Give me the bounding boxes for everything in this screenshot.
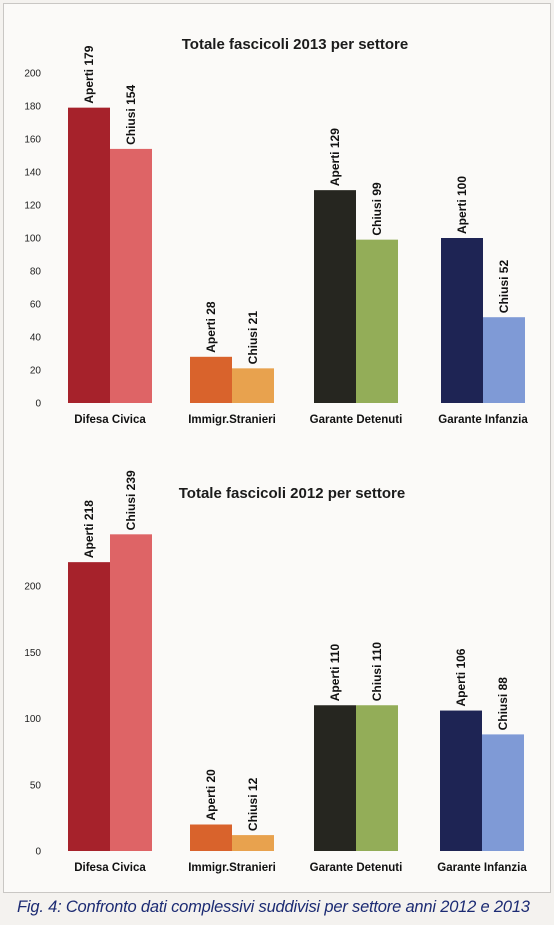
chart-2013: Totale fascicoli 2013 per settore 0 20 40 6…	[24, 36, 528, 426]
bar-aperti	[68, 562, 110, 851]
data-label: Aperti 100	[455, 176, 469, 234]
y-tick-label: 120	[24, 201, 41, 212]
chart-2012: Totale fascicoli 2012 per settore 0 50 100…	[24, 470, 527, 874]
data-label: Chiusi 21	[246, 311, 260, 365]
data-label: Aperti 110	[328, 644, 342, 702]
data-label: Chiusi 52	[497, 260, 511, 314]
bar-aperti	[440, 710, 482, 851]
y-axis-ticks: 0 50 100 150 200	[24, 582, 41, 858]
y-tick-label: 20	[30, 366, 42, 377]
data-label: Chiusi 239	[124, 470, 138, 530]
bars	[68, 107, 525, 404]
category-label: Garante Infanzia	[438, 414, 528, 426]
bar-chiusi	[232, 368, 274, 403]
data-label: Aperti 129	[328, 128, 342, 186]
y-tick-label: 40	[30, 333, 42, 344]
bar-chiusi	[110, 534, 152, 851]
category-labels: Difesa Civica Immigr.Stranieri Garante Det…	[74, 862, 527, 874]
y-tick-label: 0	[35, 847, 41, 858]
y-tick-label: 200	[24, 69, 41, 80]
category-label: Immigr.Stranieri	[188, 414, 276, 426]
bar-aperti	[190, 824, 232, 851]
data-label: Aperti 218	[82, 500, 96, 558]
category-label: Immigr.Stranieri	[188, 862, 276, 874]
bar-aperti	[190, 356, 232, 403]
data-label: Chiusi 154	[124, 85, 138, 145]
bar-aperti	[314, 190, 356, 403]
category-label: Garante Detenuti	[310, 862, 403, 874]
bar-chiusi	[232, 835, 274, 851]
bars	[68, 534, 524, 851]
data-labels: Aperti 218 Chiusi 239 Aperti 20 Chiusi 12 Ap…	[82, 470, 510, 831]
y-tick-label: 100	[24, 714, 41, 725]
y-axis-ticks: 0 20 40 60 80 100 120 140 160 180 200	[24, 69, 41, 410]
y-tick-label: 100	[24, 234, 41, 245]
data-labels: Aperti 179 Chiusi 154 Aperti 28 Chiusi 21 Ap…	[82, 45, 511, 364]
y-tick-label: 60	[30, 300, 42, 311]
category-label: Difesa Civica	[74, 862, 146, 874]
data-label: Aperti 179	[82, 45, 96, 103]
y-tick-label: 80	[30, 267, 42, 278]
category-label: Garante Detenuti	[310, 414, 403, 426]
category-labels: Difesa Civica Immigr.Stranieri Garante Det…	[74, 414, 528, 426]
data-label: Chiusi 110	[370, 642, 384, 702]
figure-caption: Fig. 4: Confronto dati complessivi suddi…	[17, 898, 530, 916]
y-tick-label: 180	[24, 102, 41, 113]
data-label: Chiusi 99	[370, 182, 384, 236]
data-label: Aperti 20	[204, 769, 218, 821]
y-tick-label: 150	[24, 648, 41, 659]
y-tick-label: 140	[24, 168, 41, 179]
bar-aperti	[68, 107, 110, 404]
bar-aperti	[314, 705, 356, 851]
chart-title: Totale fascicoli 2013 per settore	[182, 36, 409, 53]
bar-chiusi	[356, 705, 398, 851]
bar-chiusi	[110, 148, 152, 403]
data-label: Chiusi 88	[496, 677, 510, 731]
bar-chiusi	[483, 317, 525, 403]
y-tick-label: 50	[30, 780, 42, 791]
category-label: Difesa Civica	[74, 414, 146, 426]
bar-aperti	[441, 238, 483, 403]
bar-chiusi	[482, 734, 524, 851]
y-tick-label: 160	[24, 135, 41, 146]
y-tick-label: 0	[35, 399, 41, 410]
data-label: Aperti 28	[204, 301, 218, 353]
data-label: Aperti 106	[454, 648, 468, 706]
data-label: Chiusi 12	[246, 777, 260, 831]
bar-chiusi	[356, 239, 398, 403]
y-tick-label: 200	[24, 582, 41, 593]
chart-title: Totale fascicoli 2012 per settore	[179, 485, 406, 502]
category-label: Garante Infanzia	[437, 862, 527, 874]
